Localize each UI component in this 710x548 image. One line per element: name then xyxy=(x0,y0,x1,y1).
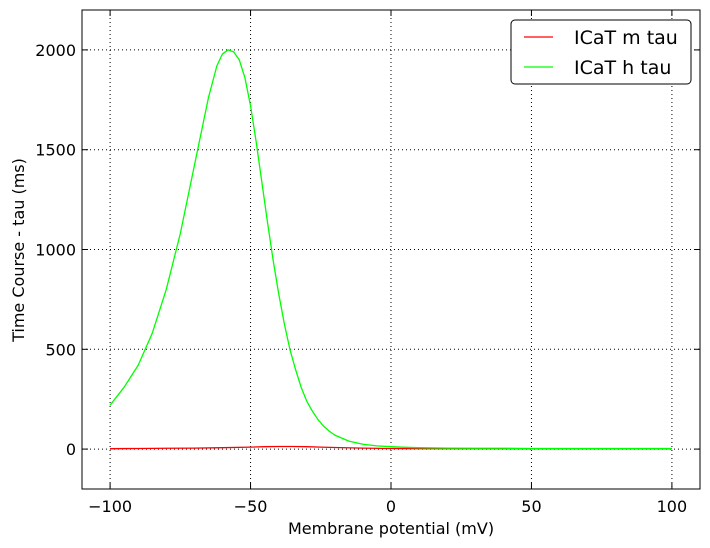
legend-label-icat-h-tau: ICaT h tau xyxy=(574,57,671,79)
y-axis-label: Time Course - tau (ms) xyxy=(9,158,28,343)
legend: ICaT m tau ICaT h tau xyxy=(510,19,692,85)
series-layer xyxy=(109,49,672,450)
y-tick-label: 500 xyxy=(45,340,76,359)
legend-box xyxy=(510,19,692,85)
y-tick-label: 2000 xyxy=(35,41,76,60)
x-tick-label: −100 xyxy=(88,497,132,516)
x-tick-label: 0 xyxy=(386,497,396,516)
y-tick-label: 1500 xyxy=(35,141,76,160)
x-tick-label: 50 xyxy=(521,497,541,516)
y-tick-label: 0 xyxy=(66,440,76,459)
x-tick-label: −50 xyxy=(234,497,268,516)
legend-label-icat-m-tau: ICaT m tau xyxy=(574,27,678,49)
x-tick-label: 100 xyxy=(657,497,688,516)
series-line-icat-h-tau xyxy=(109,49,672,450)
y-tick-label: 1000 xyxy=(35,241,76,260)
x-axis-label: Membrane potential (mV) xyxy=(288,519,494,538)
